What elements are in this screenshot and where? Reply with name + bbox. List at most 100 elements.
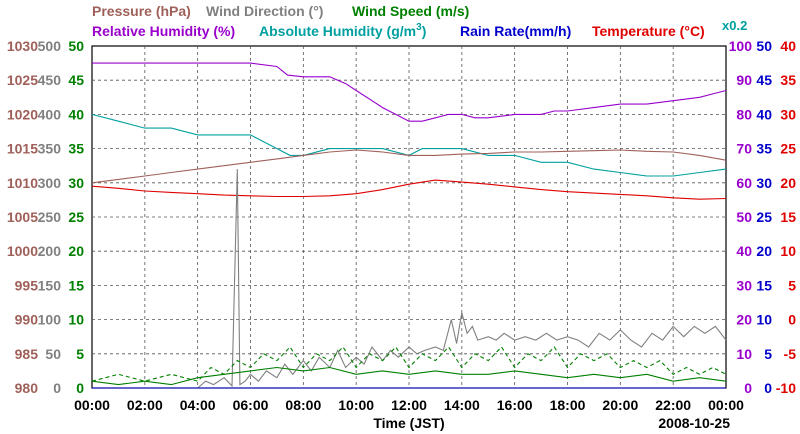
tick-wind-speed: 5	[76, 346, 84, 362]
tick-wind-direction: 100	[38, 312, 62, 328]
tick-wind-speed: 10	[68, 312, 84, 328]
tick-wind-direction: 400	[38, 106, 62, 122]
tick-wind-direction: 450	[38, 72, 62, 88]
series-wind-direction	[92, 169, 727, 389]
tick-humidity: 40	[736, 243, 752, 259]
date-label: 2008-10-25	[658, 415, 730, 431]
legend-absolute-humidity-close: )	[422, 23, 427, 39]
legend-pressure: Pressure (hPa)	[92, 3, 191, 19]
tick-wind-direction: 0	[53, 380, 61, 396]
tick-temperature: 5	[788, 277, 796, 293]
tick-humidity: 0	[744, 380, 752, 396]
tick-humidity: 80	[736, 106, 752, 122]
x-tick-label: 22:00	[655, 397, 691, 413]
x-tick-label: 04:00	[180, 397, 216, 413]
x-tick-label: 12:00	[391, 397, 427, 413]
tick-wind-direction: 200	[38, 243, 62, 259]
tick-wind-direction: 350	[38, 141, 62, 157]
tick-wind-speed: 0	[76, 380, 84, 396]
legend-temperature-text: Temperature (	[592, 23, 685, 39]
x-tick-label: 06:00	[233, 397, 269, 413]
tick-wind-speed: 45	[68, 72, 84, 88]
tick-humidity: 60	[736, 175, 752, 191]
tick-rain: 5	[764, 346, 772, 362]
tick-pressure: 1020	[7, 106, 38, 122]
tick-rain: 30	[756, 175, 772, 191]
tick-wind-direction: 50	[45, 346, 61, 362]
right-axes: 0102030405060708090100051015202530354045…	[729, 38, 797, 396]
tick-wind-speed: 35	[68, 141, 84, 157]
legend-rain-rate: Rain Rate(mm/h)	[460, 23, 571, 39]
tick-humidity: 30	[736, 277, 752, 293]
legend-absolute-humidity: Absolute Humidity (g/m3)	[259, 22, 426, 39]
x-tick-label: 00:00	[708, 397, 744, 413]
tick-rain: 50	[756, 38, 772, 54]
tick-temperature: 25	[780, 141, 796, 157]
tick-pressure: 980	[15, 380, 39, 396]
tick-pressure: 995	[15, 277, 39, 293]
tick-temperature: 0	[788, 312, 796, 328]
tick-wind-direction: 300	[38, 175, 62, 191]
tick-rain: 0	[764, 380, 772, 396]
legend: Pressure (hPa) Wind Direction (°) Wind Spe…	[92, 3, 747, 39]
tick-pressure: 1015	[7, 141, 38, 157]
tick-wind-speed: 20	[68, 243, 84, 259]
tick-rain: 15	[756, 277, 772, 293]
x-tick-label: 02:00	[127, 397, 163, 413]
tick-rain: 20	[756, 243, 772, 259]
x-tick-label: 16:00	[497, 397, 533, 413]
tick-pressure: 1000	[7, 243, 38, 259]
x-tick-label: 00:00	[74, 397, 110, 413]
tick-pressure: 985	[15, 346, 39, 362]
x-tick-label: 08:00	[285, 397, 321, 413]
series-wind-speed-max-m-s	[91, 346, 727, 382]
tick-temperature: 20	[780, 175, 796, 191]
x-axis: 00:00 02:00 04:00 06:00 08:00 10:00 12:00 14:00…	[74, 397, 744, 431]
series-lines	[91, 62, 727, 389]
tick-humidity: 20	[736, 312, 752, 328]
x-tick-label: 14:00	[444, 397, 480, 413]
tick-wind-direction: 150	[38, 277, 62, 293]
left-axes: 9809859909951000100510101015102010251030…	[7, 38, 84, 396]
x-tick-label: 18:00	[550, 397, 586, 413]
tick-wind-speed: 50	[68, 38, 84, 54]
tick-humidity: 10	[736, 346, 752, 362]
tick-temperature: 40	[780, 38, 796, 54]
legend-temperature: Temperature (°C)	[592, 23, 705, 39]
legend-wind-direction: Wind Direction (°)	[206, 3, 323, 19]
legend-wind-speed: Wind Speed (m/s)	[352, 3, 469, 19]
x-tick-label: 10:00	[338, 397, 374, 413]
tick-wind-direction: 500	[38, 38, 62, 54]
tick-temperature: 10	[780, 243, 796, 259]
legend-relative-humidity: Relative Humidity (%)	[92, 23, 235, 39]
series-pressure-hpa	[91, 149, 727, 184]
tick-wind-speed: 40	[68, 106, 84, 122]
tick-rain: 10	[756, 312, 772, 328]
legend-absolute-humidity-sup: 3	[416, 22, 422, 33]
tick-pressure: 990	[15, 312, 39, 328]
tick-temperature: 15	[780, 209, 796, 225]
legend-x02-note: x0.2	[722, 18, 747, 33]
series-wind-speed-m-s	[91, 366, 727, 386]
x-axis-label: Time (JST)	[373, 415, 444, 431]
legend-temperature-unit: C)	[690, 23, 705, 39]
tick-temperature: 35	[780, 72, 796, 88]
tick-wind-speed: 25	[68, 209, 84, 225]
legend-temperature-deg: °	[684, 23, 690, 39]
tick-rain: 35	[756, 141, 772, 157]
x-tick-label: 20:00	[602, 397, 638, 413]
series-temperature-c	[91, 179, 727, 200]
tick-pressure: 1030	[7, 38, 38, 54]
tick-humidity: 70	[736, 141, 752, 157]
legend-absolute-humidity-text: Absolute Humidity (g/m	[259, 23, 416, 39]
tick-temperature: -10	[776, 380, 796, 396]
tick-wind-speed: 30	[68, 175, 84, 191]
tick-rain: 25	[756, 209, 772, 225]
tick-pressure: 1005	[7, 209, 38, 225]
tick-humidity: 50	[736, 209, 752, 225]
tick-rain: 40	[756, 106, 772, 122]
tick-humidity: 100	[729, 38, 753, 54]
grid	[91, 45, 727, 389]
tick-wind-direction: 250	[38, 209, 62, 225]
